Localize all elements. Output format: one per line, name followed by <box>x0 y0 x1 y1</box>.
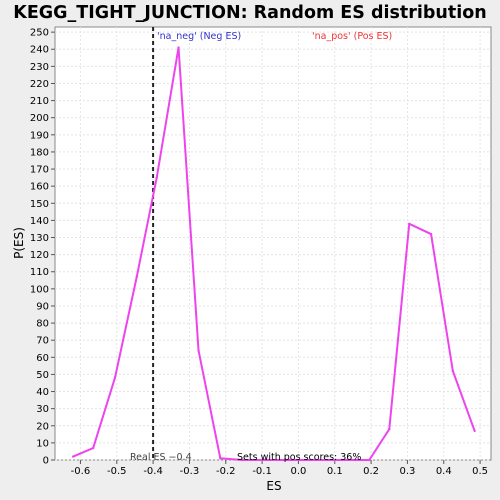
y-tick-label: 200 <box>30 113 49 124</box>
y-tick-label: 80 <box>36 319 49 330</box>
data-point <box>388 428 390 430</box>
x-tick-label: -0.5 <box>107 466 127 477</box>
data-point <box>92 447 94 449</box>
data-point <box>368 459 370 461</box>
y-tick-label: 20 <box>36 421 49 432</box>
y-tick-label: 100 <box>30 284 49 295</box>
data-point <box>136 276 138 278</box>
x-tick-label: 0.1 <box>327 466 343 477</box>
x-tick-label: 0.4 <box>436 466 452 477</box>
data-point <box>430 233 432 235</box>
data-point <box>473 430 475 432</box>
data-point <box>156 176 158 178</box>
data-point <box>219 457 221 459</box>
y-tick-label: 110 <box>30 267 49 278</box>
x-tick-label: 0.0 <box>290 466 306 477</box>
data-point <box>72 455 74 457</box>
x-axis-label: ES <box>266 479 281 493</box>
y-axis-label: P(ES) <box>12 227 26 259</box>
y-tick-label: 40 <box>36 387 49 398</box>
neg-es-label: 'na_neg' (Neg ES) <box>157 31 241 42</box>
y-tick-label: 10 <box>36 438 49 449</box>
data-point <box>114 377 116 379</box>
y-tick-label: 230 <box>30 62 49 73</box>
pos-scores-label: Sets with pos scores: 36% <box>237 452 361 463</box>
chart-title: KEGG_TIGHT_JUNCTION: Random ES distribut… <box>13 3 486 23</box>
data-point <box>452 370 454 372</box>
y-tick-label: 70 <box>36 336 49 347</box>
x-tick-label: -0.2 <box>216 466 236 477</box>
y-tick-label: 250 <box>30 28 49 39</box>
x-tick-label: 0.5 <box>472 466 488 477</box>
real-es-label: Real ES −0.4 <box>130 452 192 463</box>
y-tick-label: 140 <box>30 216 49 227</box>
y-tick-label: 160 <box>30 182 49 193</box>
y-tick-label: 180 <box>30 147 49 158</box>
y-tick-label: 170 <box>30 165 49 176</box>
y-tick-label: 240 <box>30 45 49 56</box>
y-tick-label: 50 <box>36 370 49 381</box>
y-tick-label: 30 <box>36 404 49 415</box>
x-tick-label: -0.1 <box>252 466 272 477</box>
pos-es-label: 'na_pos' (Pos ES) <box>312 31 392 42</box>
y-tick-label: 120 <box>30 250 49 261</box>
x-tick-label: 0.2 <box>363 466 379 477</box>
y-tick-label: 190 <box>30 130 49 141</box>
data-point <box>177 46 179 48</box>
y-tick-label: 90 <box>36 301 49 312</box>
x-tick-label: -0.6 <box>71 466 91 477</box>
y-tick-label: 150 <box>30 199 49 210</box>
x-tick-label: -0.4 <box>143 466 163 477</box>
x-tick-label: -0.3 <box>180 466 200 477</box>
y-tick-label: 220 <box>30 79 49 90</box>
y-tick-label: 60 <box>36 353 49 364</box>
data-point <box>197 349 199 351</box>
data-point <box>408 223 410 225</box>
y-tick-label: 0 <box>43 456 49 467</box>
y-tick-label: 130 <box>30 233 49 244</box>
y-tick-label: 210 <box>30 96 49 107</box>
x-tick-label: 0.3 <box>399 466 415 477</box>
plot-area <box>55 27 491 460</box>
